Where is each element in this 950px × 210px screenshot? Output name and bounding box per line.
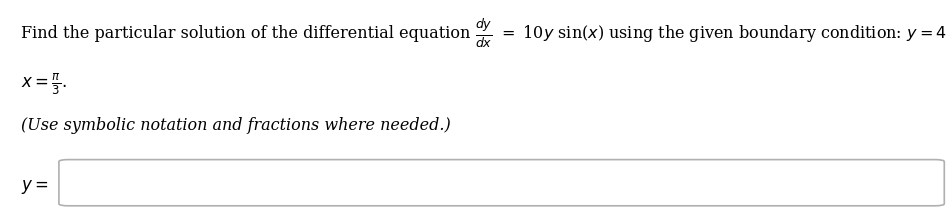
Text: $x = \frac{\pi}{3}.$: $x = \frac{\pi}{3}.$ (21, 71, 66, 97)
Text: Find the particular solution of the differential equation: Find the particular solution of the diff… (21, 25, 475, 42)
Text: (Use symbolic notation and fractions where needed.): (Use symbolic notation and fractions whe… (21, 118, 450, 134)
Text: $=$ 10$y$ sin($x$) using the given boundary condition: $y = 4$ when: $=$ 10$y$ sin($x$) using the given bound… (493, 23, 950, 44)
FancyBboxPatch shape (59, 160, 944, 206)
Text: $\frac{dy}{dx}$: $\frac{dy}{dx}$ (475, 17, 493, 50)
Text: $y =$: $y =$ (21, 178, 48, 196)
